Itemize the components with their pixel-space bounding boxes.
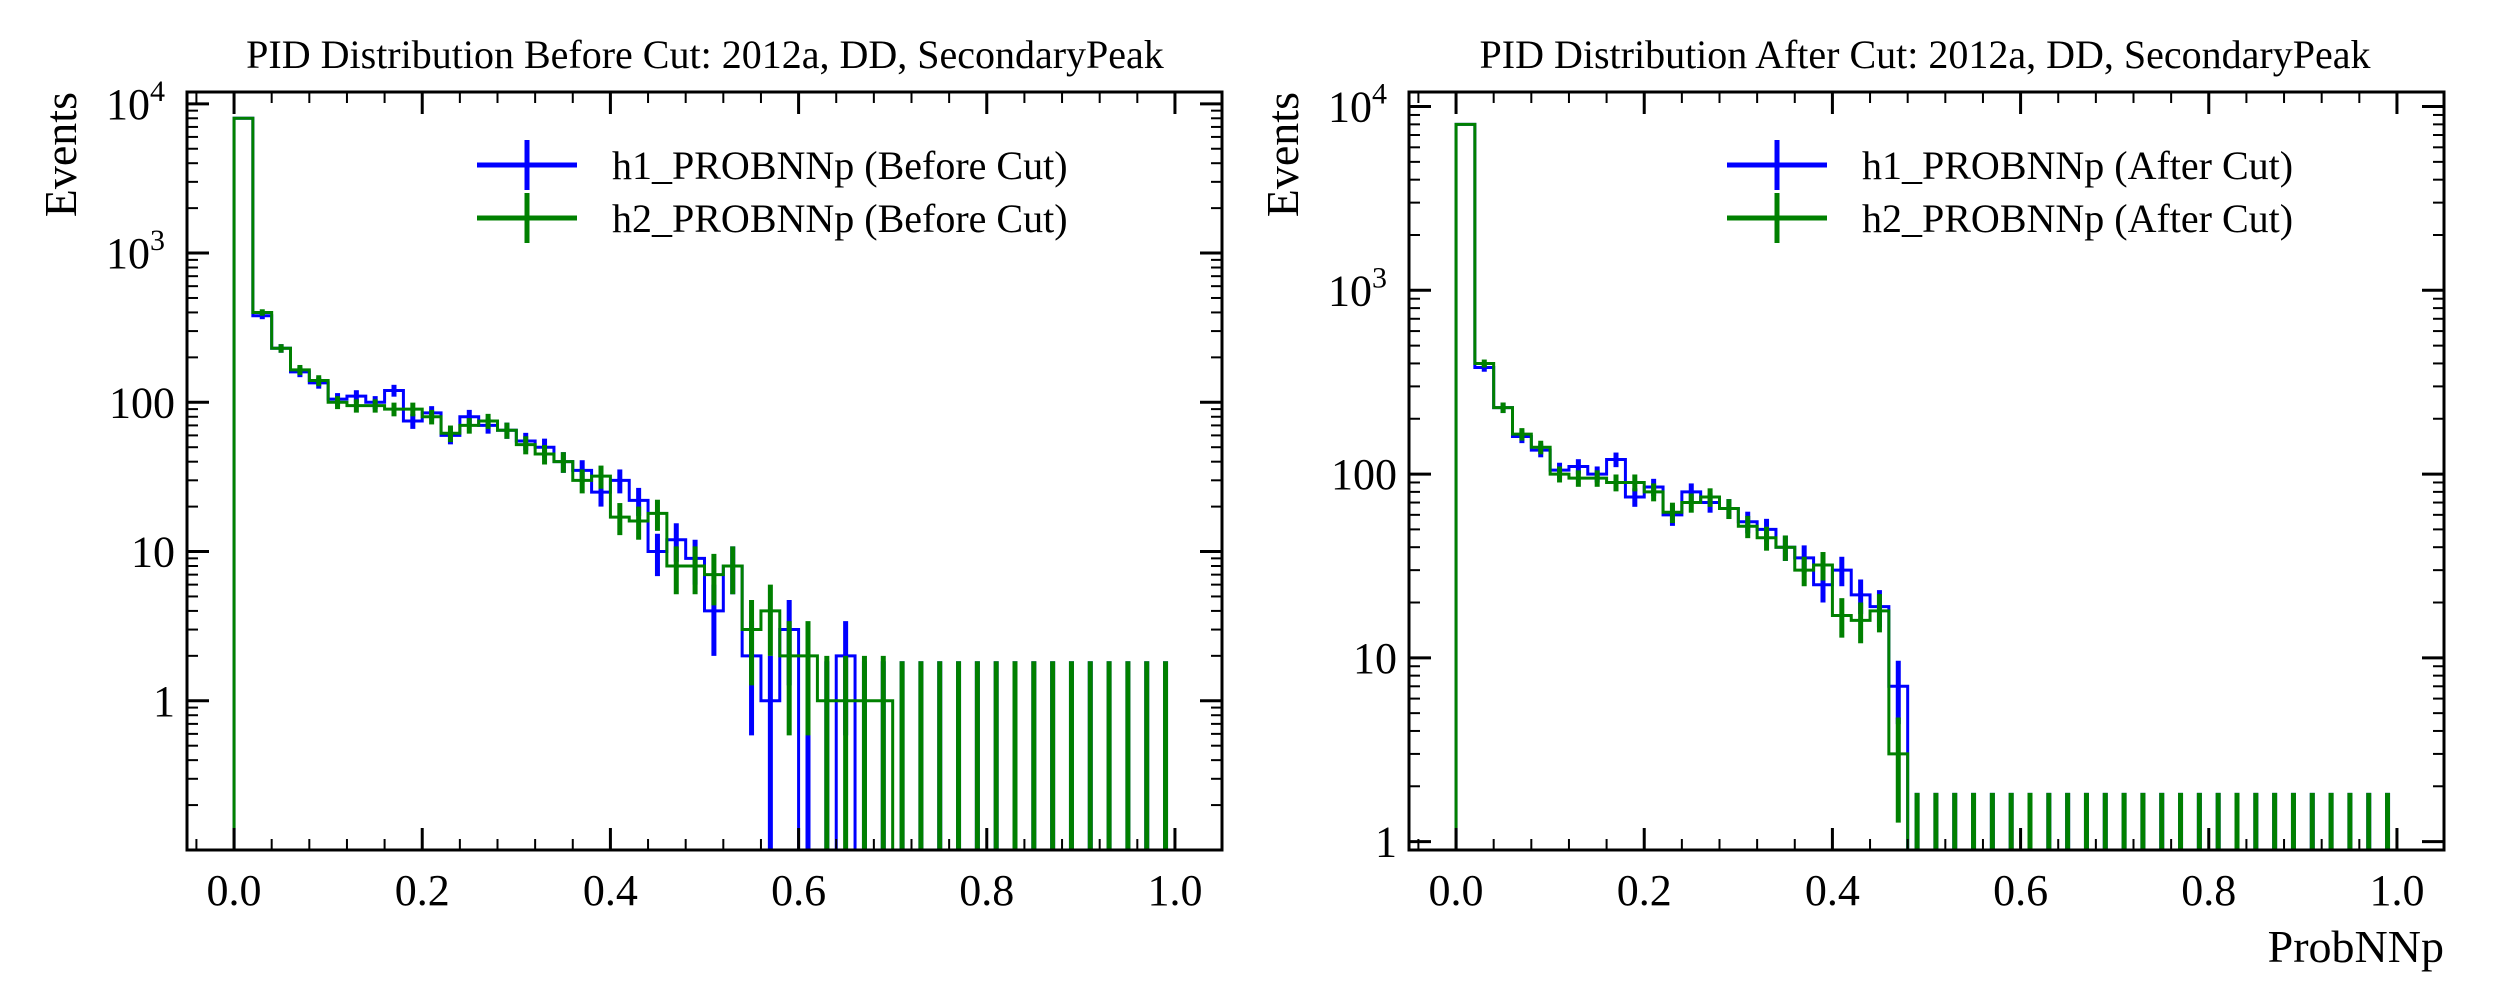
- y-tick-label: 100: [1331, 450, 1397, 499]
- x-tick-label: 0.8: [959, 866, 1014, 915]
- x-tick-label: 0.2: [395, 866, 450, 915]
- x-tick-label: 0.4: [583, 866, 638, 915]
- x-tick-label: 0.6: [1993, 866, 2048, 915]
- series-h2: [1454, 122, 2397, 852]
- y-tick-label: 10: [1353, 634, 1397, 683]
- legend-label-h2: h2_PROBNNp (Before Cut): [612, 196, 1068, 241]
- plot-frame: [185, 90, 1224, 852]
- x-tick-label: 0.0: [207, 866, 262, 915]
- y-tick-label: 1: [1375, 818, 1397, 867]
- series-h2: [232, 116, 1175, 852]
- x-tick-label: 0.2: [1617, 866, 1672, 915]
- x-tick-label: 0.8: [2181, 866, 2236, 915]
- y-axis-label: Events: [1257, 92, 1308, 217]
- y-tick-label: 100: [109, 378, 175, 427]
- x-axis-label: ProbNNp: [2268, 921, 2444, 972]
- legend-label-h2: h2_PROBNNp (After Cut): [1862, 196, 2293, 241]
- legend-label-h1: h1_PROBNNp (Before Cut): [612, 143, 1068, 188]
- histogram-layer: [232, 116, 1175, 852]
- x-tick-label: 1.0: [1147, 866, 1202, 915]
- legend: h1_PROBNNp (After Cut) h2_PROBNNp (After…: [1727, 140, 2293, 243]
- panel-before-cut: PID Distribution Before Cut: 2012a, DD, …: [35, 32, 1224, 915]
- x-tick-label: 1.0: [2369, 866, 2424, 915]
- histogram-layer: [1454, 122, 2397, 852]
- panel-title: PID Distribution Before Cut: 2012a, DD, …: [246, 32, 1164, 77]
- x-tick-label: 0.6: [771, 866, 826, 915]
- y-tick-label: 1: [153, 677, 175, 726]
- x-tick-label: 0.0: [1429, 866, 1484, 915]
- x-tick-label: 0.4: [1805, 866, 1860, 915]
- panel-after-cut: PID Distribution After Cut: 2012a, DD, S…: [1257, 32, 2446, 972]
- panel-title: PID Distribution After Cut: 2012a, DD, S…: [1480, 32, 2371, 77]
- y-axis-label: Events: [35, 92, 86, 217]
- legend: h1_PROBNNp (Before Cut) h2_PROBNNp (Befo…: [477, 140, 1068, 243]
- legend-label-h1: h1_PROBNNp (After Cut): [1862, 143, 2293, 188]
- plot-frame: [1407, 90, 2446, 852]
- y-tick-label: 10: [131, 528, 175, 577]
